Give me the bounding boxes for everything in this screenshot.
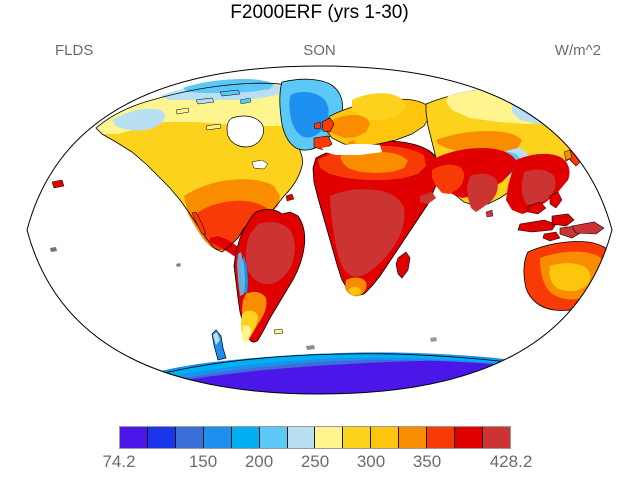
- colorbar-label-3: 250: [300, 452, 330, 471]
- island-hawaii: [51, 179, 65, 189]
- colorbar-label-0: 74.2: [102, 452, 136, 471]
- units-label: W/m^2: [554, 42, 601, 59]
- colorbar-swatch-4[interactable]: [231, 427, 260, 448]
- colorbar-label-6: 428.2: [489, 452, 533, 471]
- colorbar-swatch-1[interactable]: [147, 427, 176, 448]
- colorbar-swatch-5[interactable]: [259, 427, 288, 448]
- colorbar-swatch-6[interactable]: [287, 427, 316, 448]
- colorbar-swatch-2[interactable]: [175, 427, 204, 448]
- colorbar-label-1: 150: [188, 452, 218, 471]
- colorbar-label-5: 350: [412, 452, 442, 471]
- region-north-america: [95, 79, 321, 272]
- region-greenland: [279, 78, 373, 151]
- variable-label: FLDS: [55, 42, 94, 59]
- colorbar-swatch-10[interactable]: [399, 427, 428, 448]
- chart-title: F2000ERF (yrs 1-30): [230, 2, 409, 23]
- region-islands: [50, 97, 437, 350]
- colorbar[interactable]: [119, 426, 511, 449]
- colorbar-swatch-12[interactable]: [455, 427, 483, 448]
- colorbar-tick-labels: 74.2 150 200 250 300 350 428.2: [0, 452, 639, 478]
- region-south-america: [233, 209, 306, 343]
- region-europe: [313, 93, 431, 155]
- colorbar-label-2: 200: [244, 452, 274, 471]
- colorbar-swatch-0[interactable]: [120, 427, 148, 448]
- map-frame: [26, 65, 613, 395]
- map-canvas: [27, 66, 612, 394]
- season-label: SON: [303, 42, 336, 59]
- colorbar-swatch-3[interactable]: [203, 427, 232, 448]
- colorbar-swatch-7[interactable]: [315, 427, 344, 448]
- colorbar-swatch-11[interactable]: [427, 427, 456, 448]
- colorbar-swatch-9[interactable]: [371, 427, 400, 448]
- colorbar-swatch-13[interactable]: [482, 427, 510, 448]
- region-africa: [312, 140, 441, 297]
- colorbar-label-4: 300: [356, 452, 386, 471]
- colorbar-swatch-8[interactable]: [343, 427, 372, 448]
